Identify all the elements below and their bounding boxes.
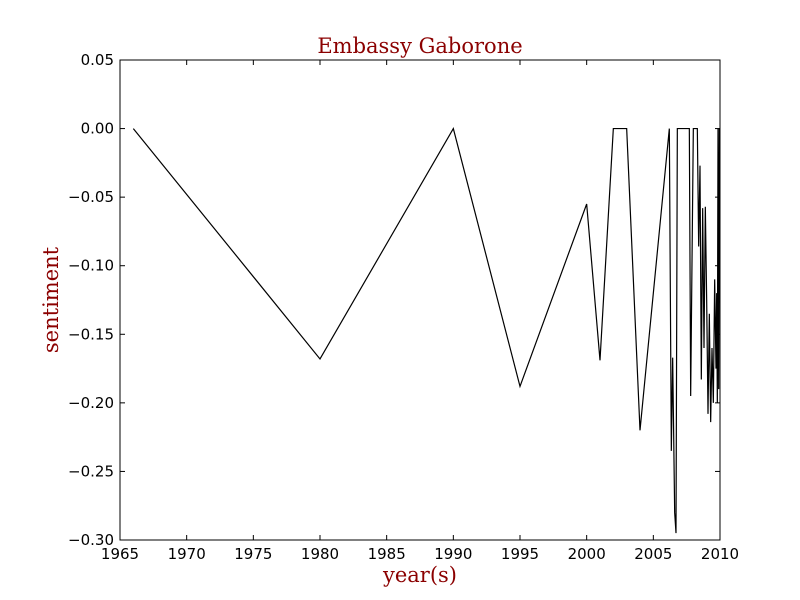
axis-tick-labels: 1965 1970 1975 1980 1985 1990 1995 2000 2005 2010… [68,51,739,563]
x-axis-label: year(s) [382,563,457,587]
x-tick-label: 1965 [101,545,139,563]
y-axis-label: sentiment [39,246,63,353]
y-tick-label: −0.05 [68,188,114,206]
x-tick-label: 1990 [434,545,472,563]
y-tick-label: −0.20 [68,394,114,412]
axis-ticks [119,59,721,541]
x-tick-label: 1985 [368,545,406,563]
y-tick-label: 0.05 [81,51,114,69]
x-tick-label: 1975 [234,545,272,563]
plot-background [120,60,720,540]
series-group [132,127,720,534]
y-tick-label: −0.10 [68,257,114,275]
x-tick-label: 1995 [501,545,539,563]
y-tick-label: −0.15 [68,325,114,343]
chart-title: Embassy Gaborone [317,34,522,58]
y-tick-label: −0.25 [68,462,114,480]
y-tick-label: −0.30 [68,531,114,549]
x-tick-label: 2005 [634,545,672,563]
series-line [132,127,720,534]
x-tick-label: 2000 [568,545,606,563]
plot-frame [119,59,721,541]
y-tick-label: 0.00 [81,120,114,138]
x-tick-label: 1980 [301,545,339,563]
x-tick-label: 2010 [701,545,739,563]
x-tick-label: 1970 [168,545,206,563]
